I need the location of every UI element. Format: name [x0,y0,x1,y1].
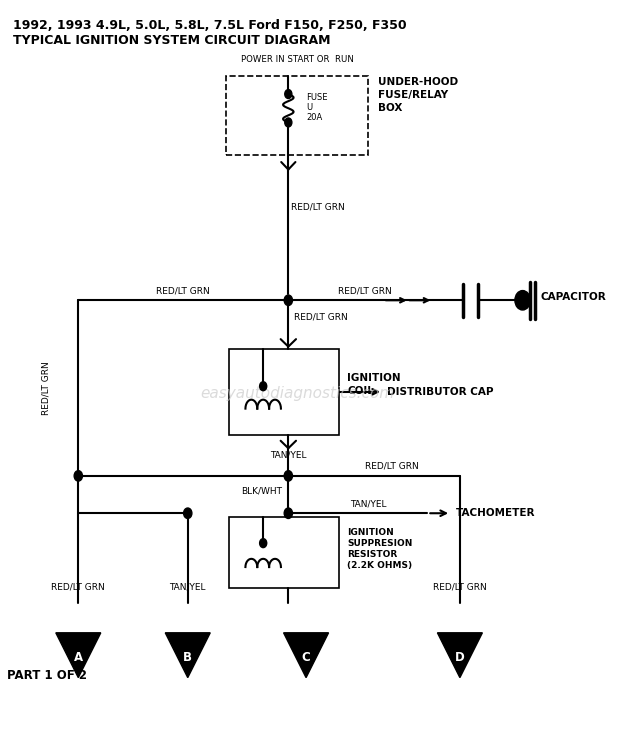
Polygon shape [165,633,210,678]
Text: TAN/YEL: TAN/YEL [350,499,386,508]
Text: TACHOMETER: TACHOMETER [455,509,535,518]
Text: RED/LT GRN: RED/LT GRN [291,202,345,211]
Text: FUSE
U
20A: FUSE U 20A [306,92,328,122]
Text: IGNITION
SUPPRESION
RESISTOR
(2.2K OHMS): IGNITION SUPPRESION RESISTOR (2.2K OHMS) [347,527,413,570]
Text: IGNITION
COIL: IGNITION COIL [347,374,401,395]
Bar [229,349,339,435]
Polygon shape [438,633,483,678]
Text: TYPICAL IGNITION SYSTEM CIRCUIT DIAGRAM: TYPICAL IGNITION SYSTEM CIRCUIT DIAGRAM [13,34,331,46]
Text: RED/LT GRN: RED/LT GRN [156,286,210,295]
Text: TAN/YEL: TAN/YEL [270,451,307,460]
Text: RED/LT GRN: RED/LT GRN [294,313,348,322]
Text: 1992, 1993 4.9L, 5.0L, 5.8L, 7.5L Ford F150, F250, F350: 1992, 1993 4.9L, 5.0L, 5.8L, 7.5L Ford F… [13,19,407,32]
Text: BLK/WHT: BLK/WHT [242,486,282,495]
Circle shape [184,508,192,518]
Text: CAPACITOR: CAPACITOR [541,292,607,302]
Text: A: A [74,651,83,664]
Text: DISTRIBUTOR CAP: DISTRIBUTOR CAP [387,387,494,397]
Text: B: B [184,651,192,664]
Text: easyautodiagnostics.com: easyautodiagnostics.com [200,386,394,401]
Circle shape [515,290,530,310]
Circle shape [284,295,292,305]
Circle shape [260,382,267,391]
Circle shape [260,538,267,548]
Text: RED/LT GRN: RED/LT GRN [433,583,487,592]
Bar [226,76,368,154]
Text: RED/LT GRN: RED/LT GRN [51,583,105,592]
Text: RED/LT GRN: RED/LT GRN [339,286,392,295]
Text: PART 1 OF 2: PART 1 OF 2 [7,669,87,682]
Text: D: D [455,651,465,664]
Text: C: C [302,651,310,664]
Circle shape [284,471,292,481]
Polygon shape [284,633,329,678]
Circle shape [285,89,292,98]
Text: RED/LT GRN: RED/LT GRN [41,362,50,415]
Polygon shape [56,633,101,678]
Text: RED/LT GRN: RED/LT GRN [365,462,419,471]
Circle shape [285,118,292,127]
Text: UNDER-HOOD
FUSE/RELAY
BOX: UNDER-HOOD FUSE/RELAY BOX [378,76,459,113]
Text: TAN/YEL: TAN/YEL [169,583,206,592]
Circle shape [284,508,292,518]
Circle shape [74,471,82,481]
Text: POWER IN START OR  RUN: POWER IN START OR RUN [241,56,353,64]
Bar [229,517,339,588]
